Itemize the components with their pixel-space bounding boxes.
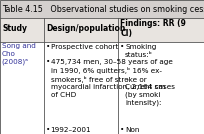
Text: –: –: [125, 76, 129, 82]
Text: •: •: [45, 127, 50, 133]
Bar: [0, 42, 204, 134]
Text: Non: Non: [125, 127, 139, 133]
Text: 1992–2001: 1992–2001: [51, 127, 91, 133]
Text: Smoking
status:ᵇ: Smoking status:ᵇ: [125, 44, 156, 58]
Text: •: •: [120, 44, 124, 50]
Text: Song and
Cho
(2008)ᵃ: Song and Cho (2008)ᵃ: [2, 43, 35, 65]
Text: •: •: [120, 127, 124, 133]
Text: Study: Study: [2, 24, 27, 33]
Text: Table 4.15   Observational studies on smoking cessation an: Table 4.15 Observational studies on smok…: [2, 5, 204, 14]
Bar: [0, 0, 204, 18]
Text: Findings: RR (9
CI): Findings: RR (9 CI): [120, 19, 186, 38]
Text: Design/population: Design/population: [46, 24, 125, 33]
Text: 475,734 men, 30–58 years of age
in 1990, 6% quitters,ᵇ 16% ex-
smokers,ᵇ free of: 475,734 men, 30–58 years of age in 1990,…: [51, 59, 175, 98]
Text: •: •: [45, 44, 50, 50]
Text: •: •: [45, 59, 50, 65]
Text: Current sm
(by smoki
intensity):: Current sm (by smoki intensity):: [125, 84, 165, 106]
Text: Prospective cohort: Prospective cohort: [51, 44, 118, 50]
Bar: [0, 18, 204, 42]
